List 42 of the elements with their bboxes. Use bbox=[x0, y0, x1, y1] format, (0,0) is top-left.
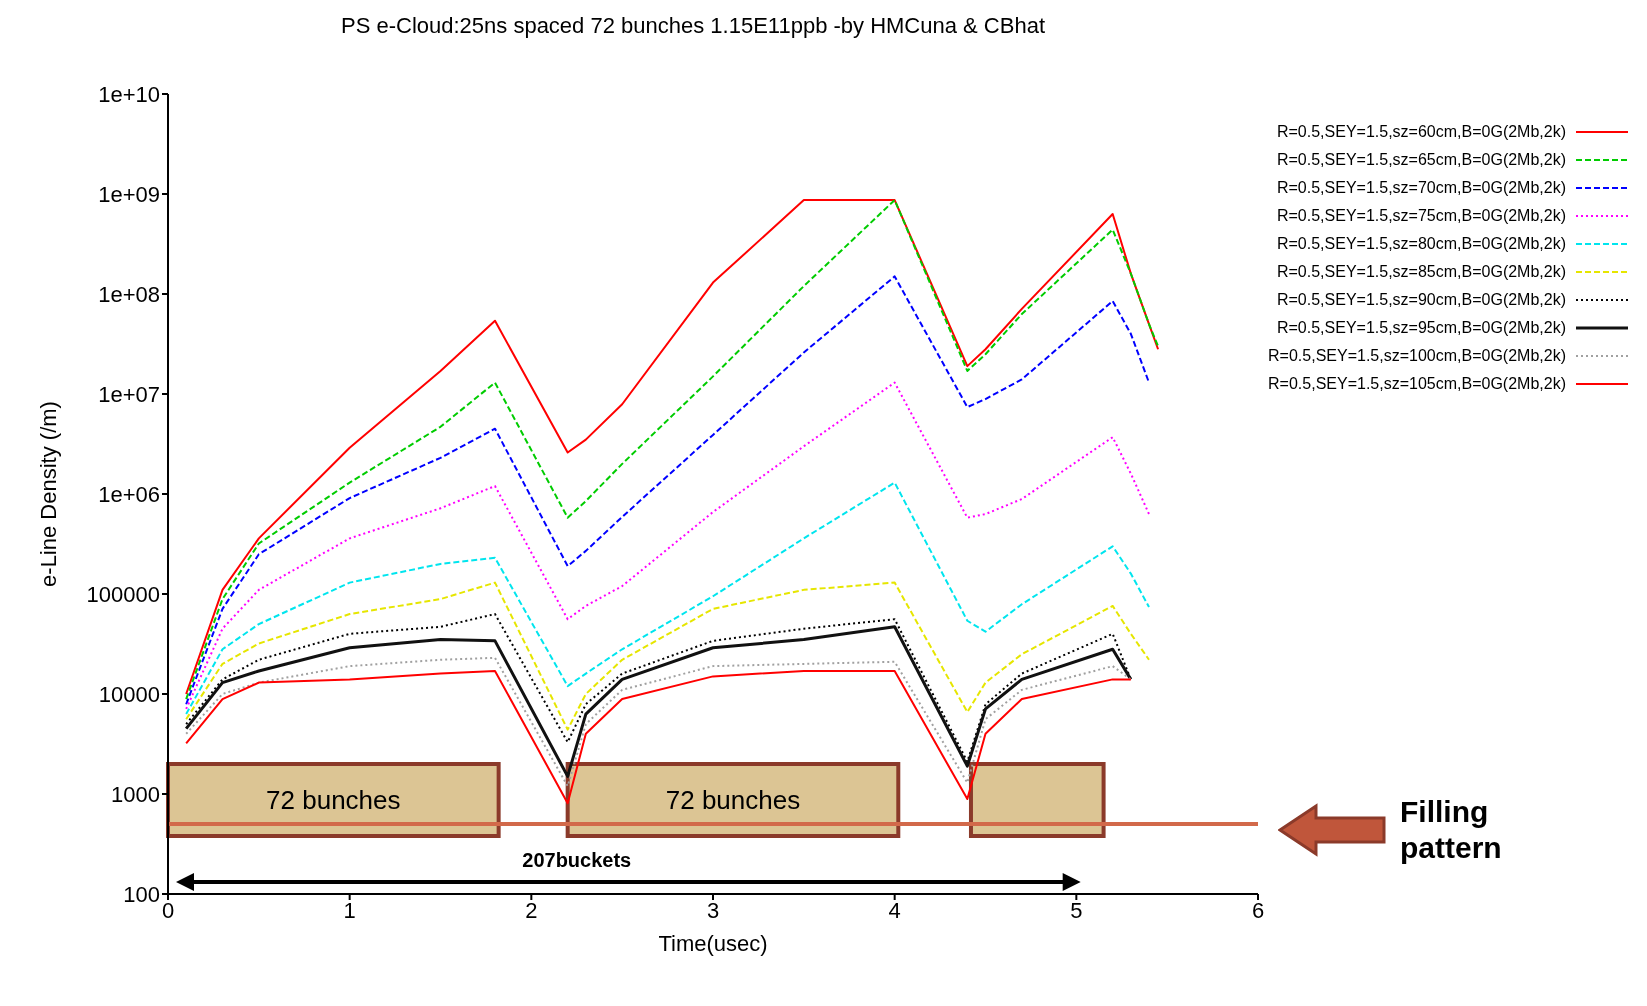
line-series bbox=[185, 481, 1150, 716]
line-series bbox=[185, 581, 1150, 731]
band-label: 72 bunches bbox=[665, 785, 801, 815]
y-tick-label: 1e+06 bbox=[98, 481, 160, 507]
band-label: 72 bunches bbox=[266, 785, 401, 815]
line-series bbox=[185, 275, 1150, 706]
legend-label: R=0.5,SEY=1.5,sz=75cm,B=0G(2Mb,2k) bbox=[1276, 207, 1566, 225]
pattern-box: 72 bunches bbox=[166, 762, 501, 838]
legend-label: R=0.5,SEY=1.5,sz=65cm,B=0G(2Mb,2k) bbox=[1276, 151, 1566, 169]
y-tick-label: 1000 bbox=[111, 781, 160, 807]
y-tick-label: 10000 bbox=[98, 681, 160, 707]
legend-label: R=0.5,SEY=1.5,sz=100cm,B=0G(2Mb,2k) bbox=[1268, 347, 1566, 365]
y-tick-label: 1e+09 bbox=[98, 181, 160, 207]
line-series bbox=[185, 613, 1132, 763]
x-tick-label: 3 bbox=[706, 897, 720, 923]
x-tick-label: 2 bbox=[525, 897, 538, 923]
x-tick-label: 0 bbox=[161, 897, 175, 923]
line-series bbox=[185, 656, 1132, 788]
legend-label: R=0.5,SEY=1.5,sz=60cm,B=0G(2Mb,2k) bbox=[1276, 123, 1566, 141]
y-tick-label: 1e+07 bbox=[98, 381, 160, 407]
x-tick-label: 5 bbox=[1070, 897, 1083, 923]
legend-label: R=0.5,SEY=1.5,sz=105cm,B=0G(2Mb,2k) bbox=[1268, 375, 1566, 393]
legend-label: R=0.5,SEY=1.5,sz=95cm,B=0G(2Mb,2k) bbox=[1276, 319, 1566, 337]
x-tick-label: 6 bbox=[1251, 897, 1265, 923]
chart-title: PS e-Cloud:25ns spaced 72 bunches 1.15E11ppb -by HMCuna & CBhat bbox=[339, 12, 1046, 40]
text: Filling pattern bbox=[1400, 794, 1503, 866]
line-series bbox=[185, 381, 1150, 710]
legend-label: R=0.5,SEY=1.5,sz=80cm,B=0G(2Mb,2k) bbox=[1276, 235, 1566, 253]
x-tick-label: 1 bbox=[343, 897, 356, 923]
y-tick-label: 1e+08 bbox=[98, 281, 160, 307]
legend-label: R=0.5,SEY=1.5,sz=70cm,B=0G(2Mb,2k) bbox=[1276, 179, 1566, 197]
legend-label: R=0.5,SEY=1.5,sz=85cm,B=0G(2Mb,2k) bbox=[1276, 263, 1566, 281]
y-tick-label: 1e+10 bbox=[98, 81, 160, 107]
pattern-box: 72 bunches bbox=[565, 762, 901, 838]
y-tick-label: 100000 bbox=[86, 581, 160, 607]
annotation: 207buckets bbox=[521, 849, 633, 871]
line-series bbox=[184, 625, 1133, 778]
y-tick-label: 100 bbox=[123, 881, 160, 907]
x-axis-title: Time(usec) bbox=[658, 931, 768, 956]
x-tick-label: 4 bbox=[888, 897, 901, 923]
legend-label: R=0.5,SEY=1.5,sz=90cm,B=0G(2Mb,2k) bbox=[1276, 291, 1566, 309]
y-axis-title: e-Line Density (/m) bbox=[35, 401, 61, 587]
